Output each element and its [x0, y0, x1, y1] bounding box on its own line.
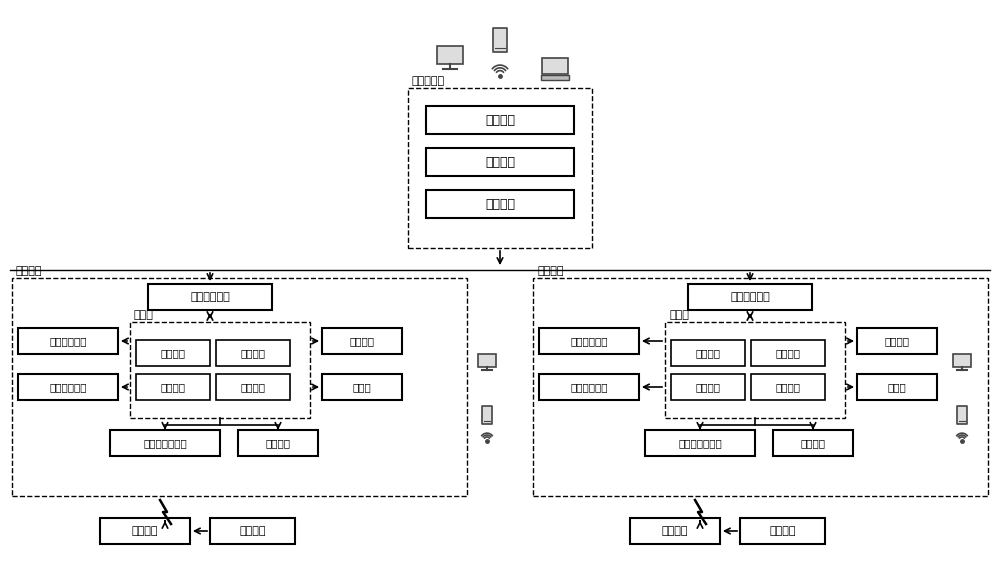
Text: 成像单元: 成像单元	[485, 197, 515, 210]
Bar	[110, 430, 220, 456]
Bar	[238, 430, 318, 456]
Bar	[542, 58, 568, 74]
Text: 处理器: 处理器	[669, 310, 689, 320]
Text: 生理检测模块: 生理检测模块	[49, 382, 87, 392]
Text: 探头支架: 探头支架	[239, 526, 266, 536]
Bar	[100, 518, 190, 544]
Bar	[426, 106, 574, 134]
Bar	[130, 322, 310, 418]
Bar	[136, 340, 210, 366]
Bar	[482, 406, 492, 424]
Bar	[630, 518, 720, 544]
Bar	[539, 328, 639, 354]
Bar	[322, 374, 402, 400]
Bar	[148, 284, 272, 310]
Text: 数据库: 数据库	[353, 382, 371, 392]
Bar	[645, 430, 755, 456]
Bar	[437, 46, 463, 64]
Text: 运算模块: 运算模块	[240, 348, 266, 358]
Bar	[857, 374, 937, 400]
Text: 成像模块: 成像模块	[696, 348, 720, 358]
Text: 数据传输模块: 数据传输模块	[190, 292, 230, 302]
Bar	[751, 340, 825, 366]
Text: 控制模块: 控制模块	[240, 382, 266, 392]
Bar	[541, 75, 569, 80]
Bar	[493, 28, 507, 52]
Bar	[408, 88, 592, 248]
Bar	[671, 374, 745, 400]
Text: 后台服务器: 后台服务器	[412, 76, 445, 86]
Text: 处理器: 处理器	[134, 310, 154, 320]
Text: 超声设备: 超声设备	[16, 266, 42, 276]
Bar	[953, 353, 971, 366]
Text: 驱动模块: 驱动模块	[266, 438, 290, 448]
Bar	[671, 340, 745, 366]
Text: 生理检测模块: 生理检测模块	[570, 382, 608, 392]
Text: 身份识别模块: 身份识别模块	[570, 336, 608, 346]
Text: 成像模块: 成像模块	[160, 348, 186, 358]
Bar	[216, 340, 290, 366]
Bar	[12, 278, 467, 496]
Bar	[957, 406, 967, 424]
Text: 判断模块: 判断模块	[160, 382, 186, 392]
Text: 控制模块: 控制模块	[776, 382, 800, 392]
Text: 处理单元: 处理单元	[485, 113, 515, 126]
Text: 存储单元: 存储单元	[485, 155, 515, 168]
Bar	[210, 518, 295, 544]
Text: 数据传输模块: 数据传输模块	[730, 292, 770, 302]
Bar	[18, 374, 118, 400]
Bar	[665, 322, 845, 418]
Text: 超声波收发模块: 超声波收发模块	[678, 438, 722, 448]
Bar	[533, 278, 988, 496]
Text: 提醒模块: 提醒模块	[350, 336, 374, 346]
Text: 超声波收发模块: 超声波收发模块	[143, 438, 187, 448]
Bar	[18, 328, 118, 354]
Bar	[539, 374, 639, 400]
Bar	[136, 374, 210, 400]
Text: 数据库: 数据库	[888, 382, 906, 392]
Text: 提醒模块: 提醒模块	[885, 336, 910, 346]
Bar	[688, 284, 812, 310]
Bar	[216, 374, 290, 400]
Text: 身份识别模块: 身份识别模块	[49, 336, 87, 346]
Text: 探头支架: 探头支架	[769, 526, 796, 536]
Text: 超声设备: 超声设备	[537, 266, 564, 276]
Bar	[857, 328, 937, 354]
Text: 驱动模块: 驱动模块	[800, 438, 826, 448]
Text: 判断模块: 判断模块	[696, 382, 720, 392]
Bar	[426, 190, 574, 218]
Bar	[322, 328, 402, 354]
Bar	[773, 430, 853, 456]
Bar	[478, 353, 496, 366]
Text: 超声探头: 超声探头	[132, 526, 158, 536]
Bar	[740, 518, 825, 544]
Bar	[751, 374, 825, 400]
Bar	[426, 148, 574, 176]
Text: 超声探头: 超声探头	[662, 526, 688, 536]
Text: 运算模块: 运算模块	[776, 348, 800, 358]
